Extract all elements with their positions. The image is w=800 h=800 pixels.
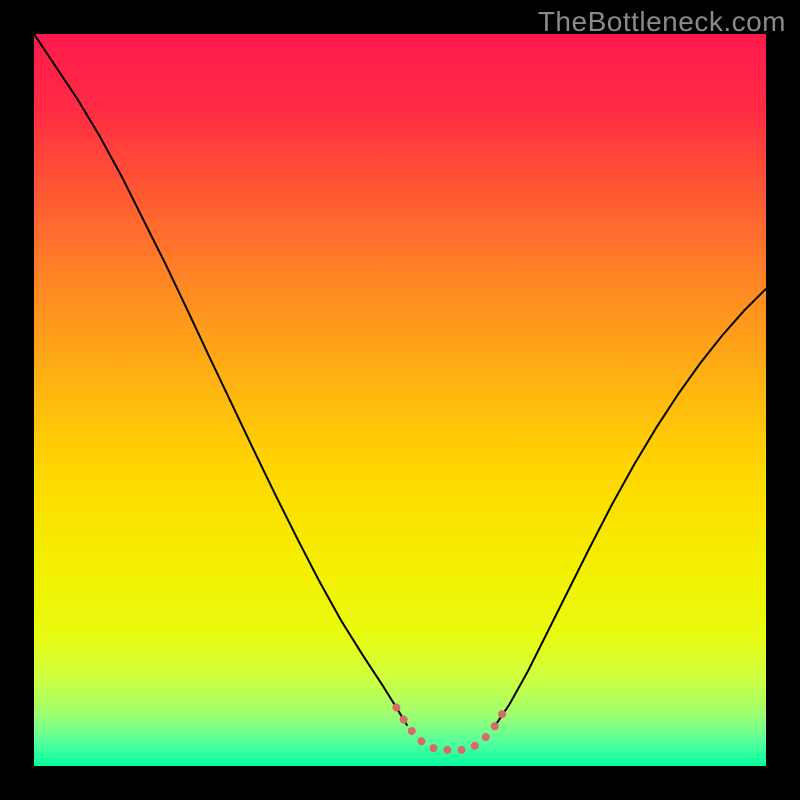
watermark-text: TheBottleneck.com [538, 6, 786, 38]
chart-container: TheBottleneck.com [0, 0, 800, 800]
plot-area [34, 34, 766, 766]
plot-svg [34, 34, 766, 766]
gradient-background [34, 34, 766, 766]
